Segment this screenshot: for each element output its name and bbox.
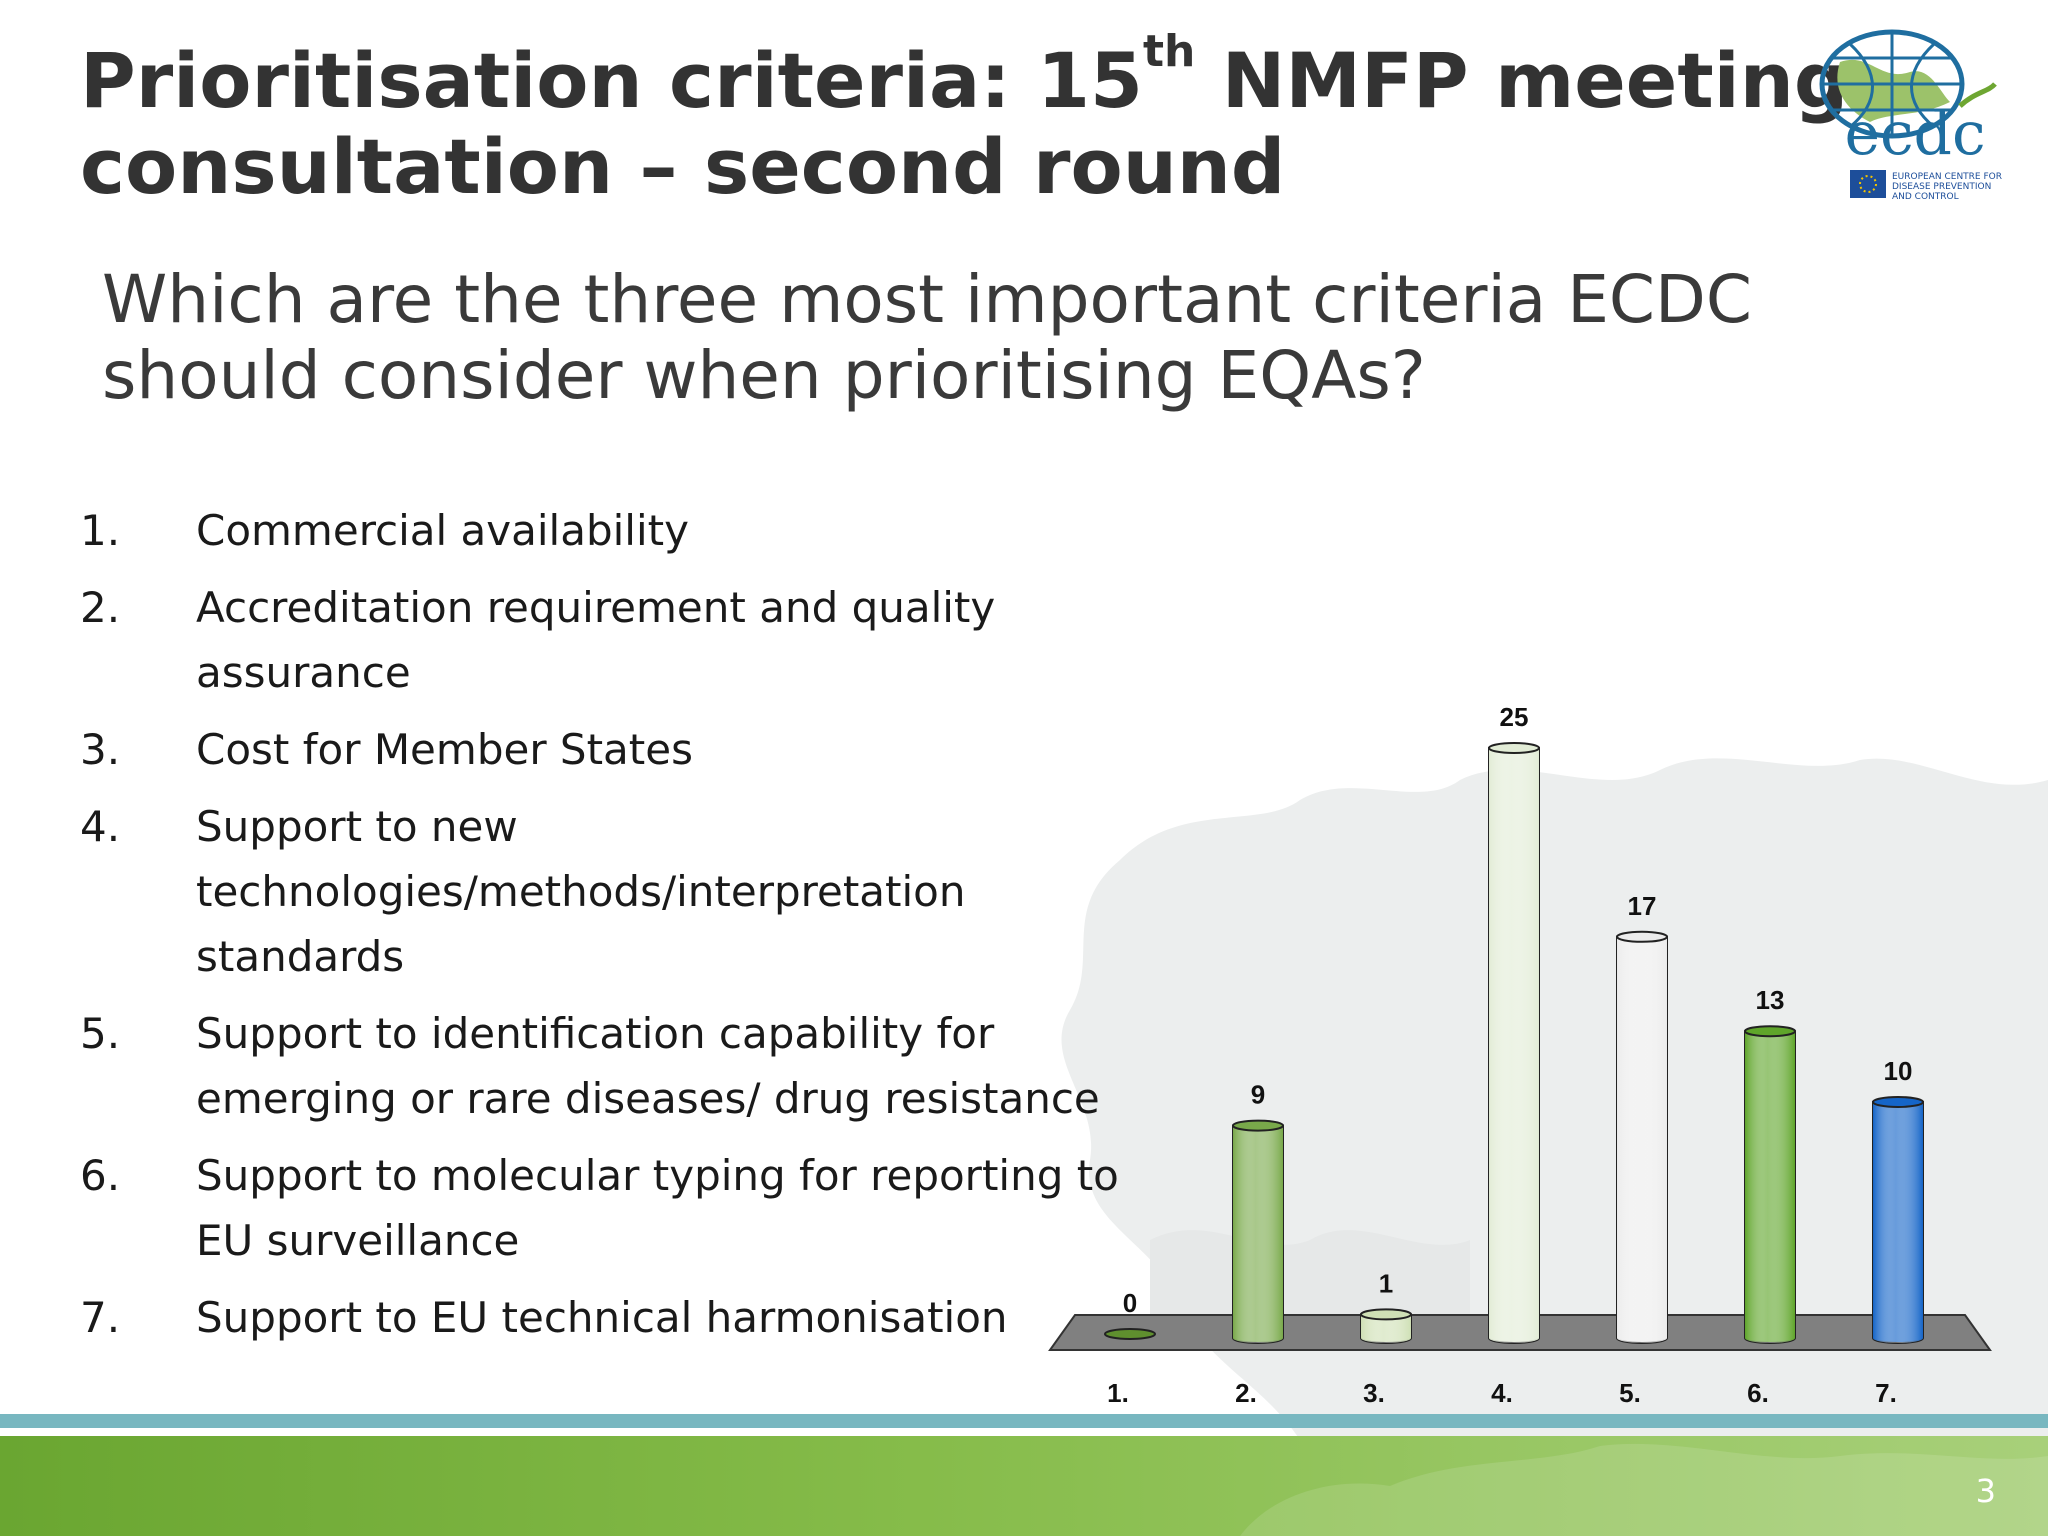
slide-number: 3 [1975,1472,1996,1510]
criterion-number: 3. [80,725,121,774]
x-tick-label: 2. [1235,1378,1257,1408]
title-part1: Prioritisation criteria: 15 [80,36,1143,125]
ecdc-logo: ecdc EUROPEAN CENTRE FOR DISEASE PREVENT… [1819,29,2002,202]
x-tick-label: 4. [1491,1378,1513,1408]
bar-2 [1232,1119,1284,1344]
x-tick-label: 3. [1363,1378,1385,1408]
logo-wordmark: ecdc [1844,99,1985,169]
results-bar-chart: 0 1. 9 2. 1 3. 25 4. 17 5. 13 6. 10 7. [1048,702,1992,1408]
data-label: 13 [1756,985,1785,1015]
globe-icon [1819,29,1997,139]
survey-question: Which are the three most important crite… [102,261,1752,414]
criterion-number: 6. [80,1151,121,1200]
criterion-text: Commercial availability [196,506,689,555]
x-tick-label: 5. [1619,1378,1641,1408]
criterion-number: 2. [80,583,121,632]
bar-6 [1744,1025,1796,1344]
criterion-item: 3. Cost for Member States [80,717,1180,782]
logo-line1: EUROPEAN CENTRE FOR [1892,172,2002,182]
criterion-text: Support to molecular typing for reportin… [196,1151,1119,1265]
criterion-number: 4. [80,802,121,851]
criterion-text: Support to EU technical harmonisation [196,1293,1008,1342]
x-tick-label: 7. [1875,1378,1897,1408]
criterion-text: Support to identification capability for… [196,1009,1100,1123]
data-label: 25 [1500,702,1529,732]
criterion-number: 5. [80,1009,121,1058]
data-label: 1 [1379,1268,1393,1298]
x-tick-label: 1. [1107,1378,1129,1408]
criterion-item: 6. Support to molecular typing for report… [80,1143,1180,1273]
footer-teal-band [0,1414,2048,1428]
criterion-text: Cost for Member States [196,725,693,774]
criterion-item: 5. Support to identification capability f… [80,1001,1180,1131]
footer-green-band [0,1436,2048,1536]
logo-line2: DISEASE PREVENTION [1892,182,1991,192]
data-label: 17 [1628,891,1657,921]
criterion-item: 2. Accreditation requirement and quality … [80,575,1180,705]
criterion-number: 7. [80,1293,121,1342]
slide-title: Prioritisation criteria: 15th NMFP meeti… [80,30,1849,211]
criterion-item: 4. Support to new technologies/methods/in… [80,794,1180,989]
criterion-text: Support to new technologies/methods/inte… [196,802,966,981]
title-line2: consultation – second round [80,122,1286,211]
title-part2: NMFP meeting [1195,36,1849,125]
logo-line3: AND CONTROL [1892,192,1959,202]
title-superscript: th [1142,26,1196,77]
criterion-number: 1. [80,506,121,555]
criterion-text: Accreditation requirement and quality as… [196,583,996,697]
criteria-list: 1. Commercial availability 2. Accreditation… [80,498,1180,1362]
eu-flag-icon [1850,170,1886,198]
bar-5 [1616,930,1668,1344]
data-label: 10 [1884,1056,1913,1086]
x-tick-label: 6. [1747,1378,1769,1408]
bar-1 [1104,1328,1156,1340]
data-label: 0 [1123,1288,1137,1318]
criterion-item: 1. Commercial availability [80,498,1180,563]
criterion-item: 7. Support to EU technical harmonisation [80,1285,1180,1350]
data-label: 9 [1251,1080,1265,1110]
footer-map-overlay [1240,1443,2048,1536]
bar-7 [1872,1096,1924,1344]
bar-4 [1488,742,1540,1344]
bar-3 [1360,1308,1412,1344]
